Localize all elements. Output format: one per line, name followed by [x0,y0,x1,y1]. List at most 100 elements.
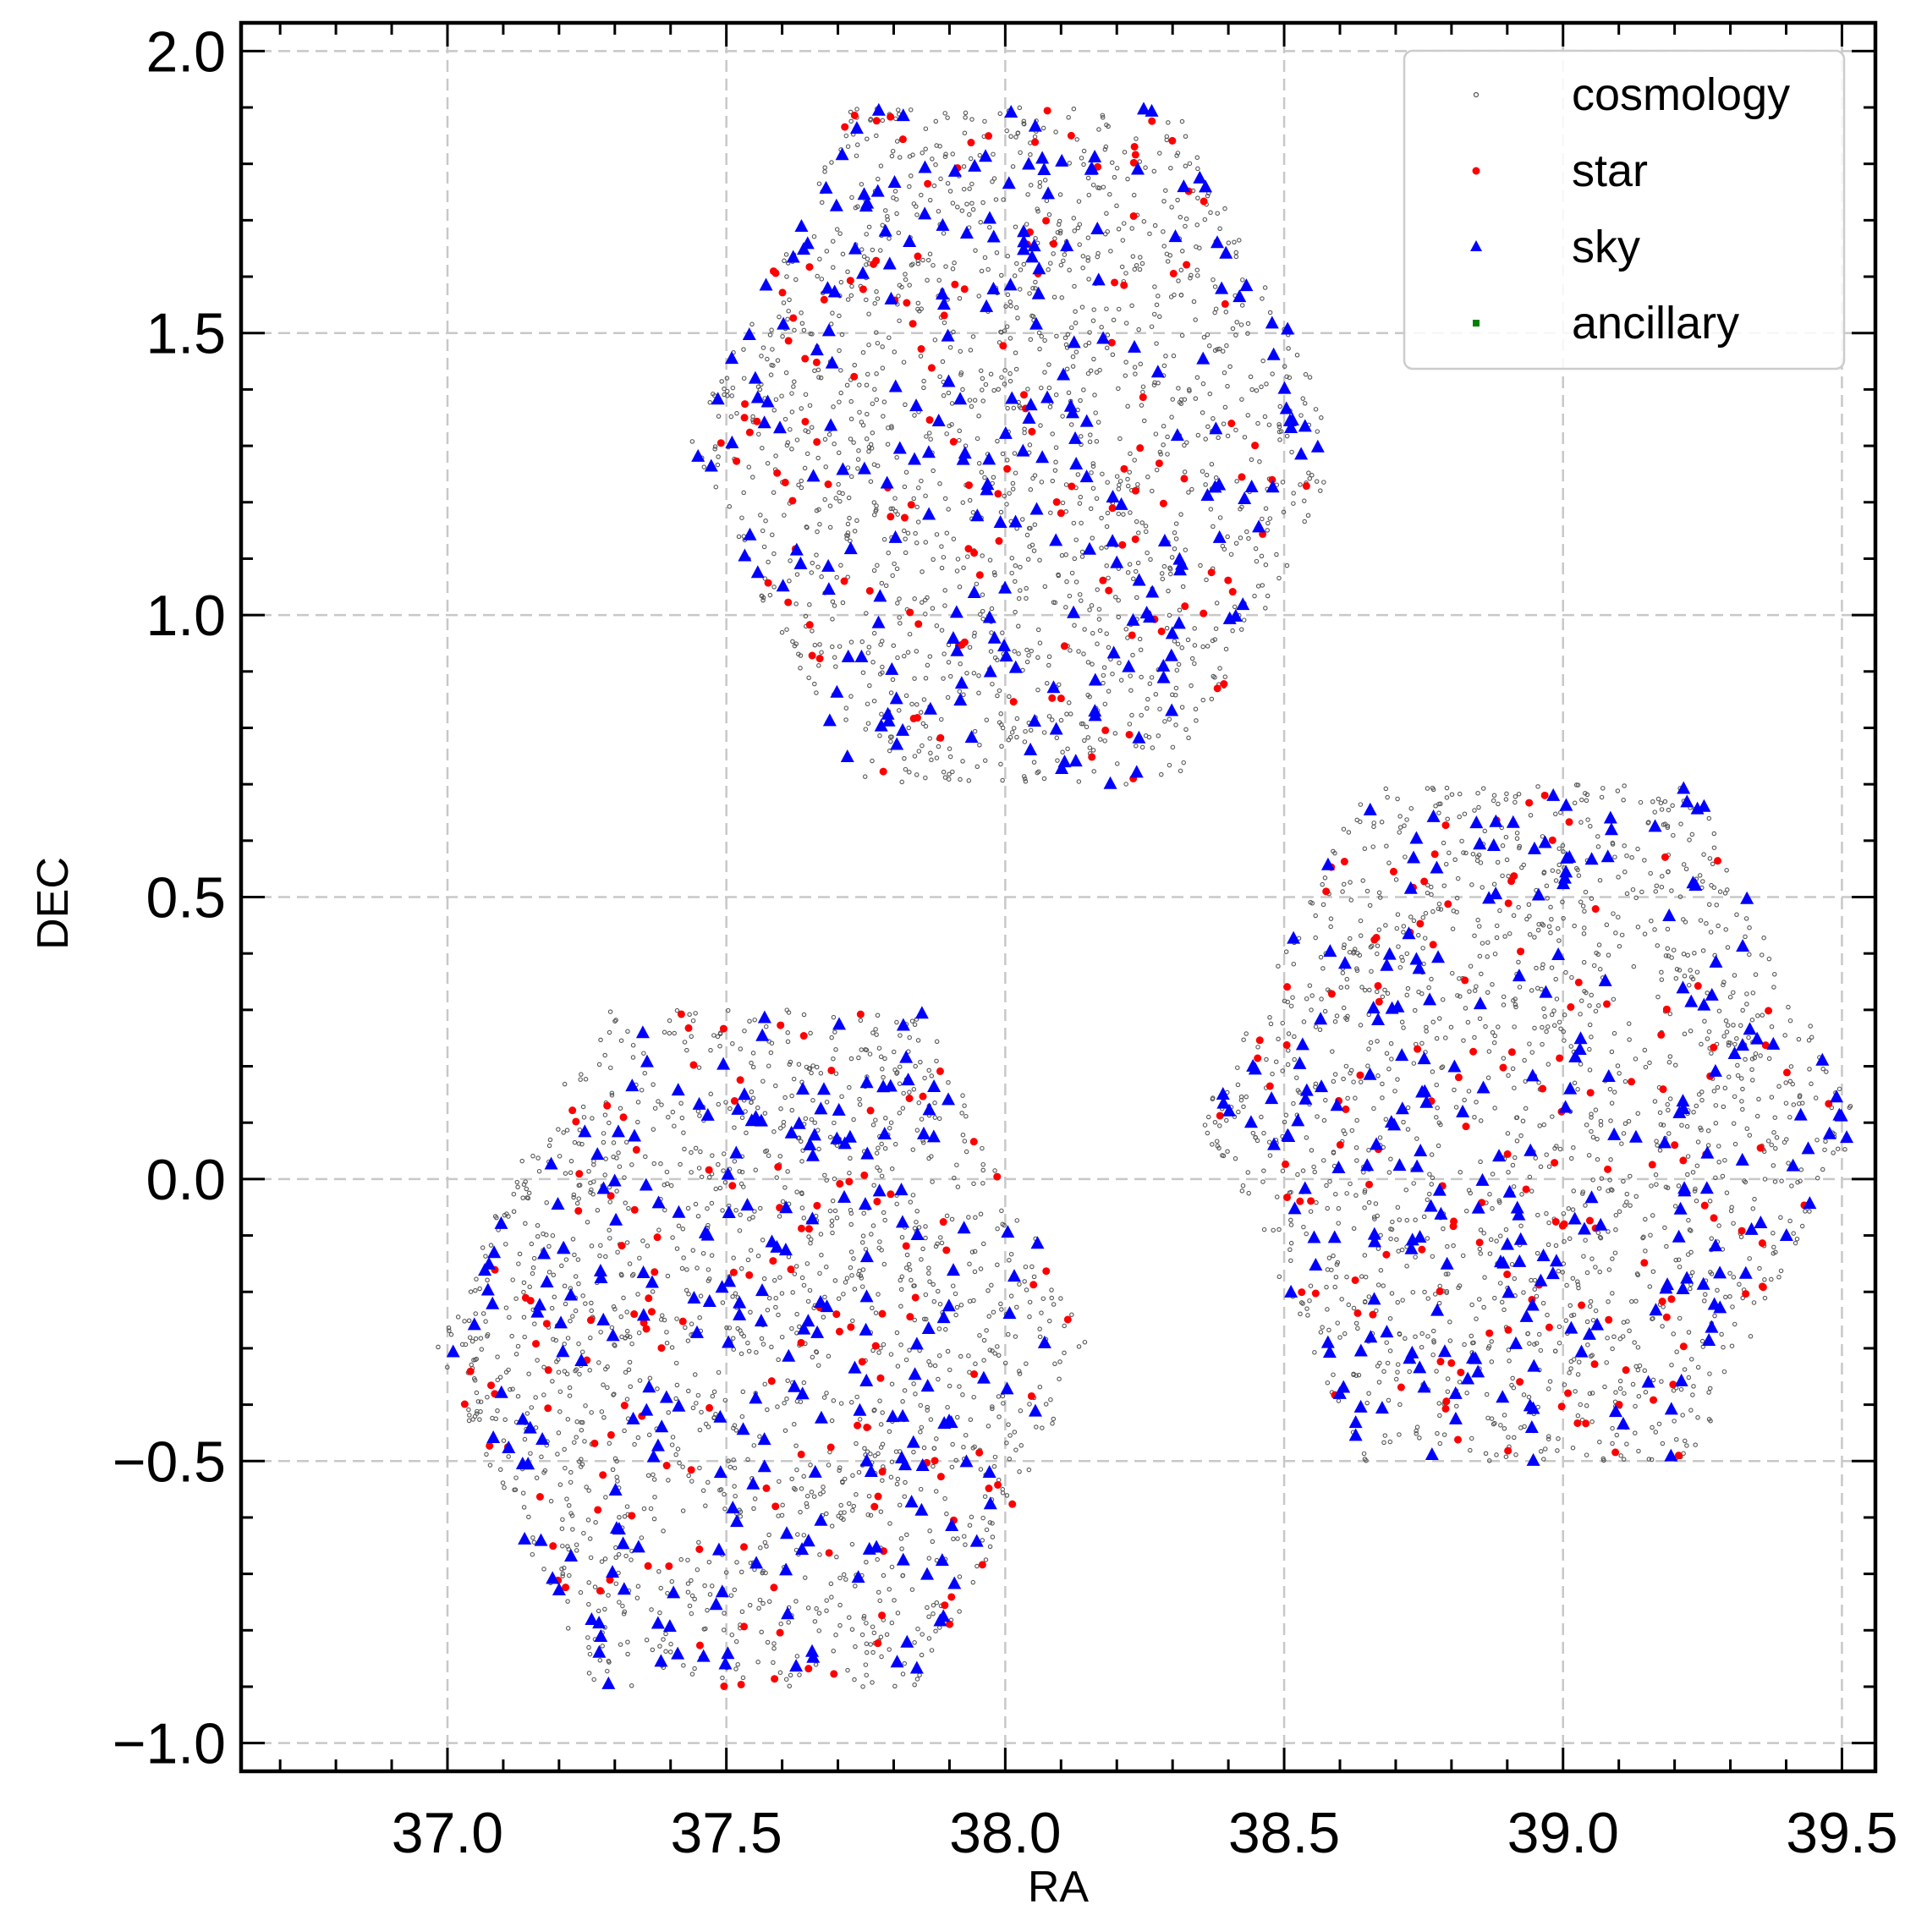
cosmology-point [1194,719,1198,722]
cosmology-point [1689,1250,1693,1254]
cosmology-point [1589,1304,1592,1308]
star-point [1028,428,1035,436]
cosmology-point [674,1397,678,1400]
cosmology-point [1155,303,1158,306]
star-point [778,288,786,296]
cosmology-point [961,1094,964,1097]
cosmology-point [1636,1368,1639,1371]
cosmology-point [1720,1332,1723,1336]
cosmology-point [945,1512,948,1515]
cosmology-point [1018,1470,1021,1474]
cosmology-point [608,1237,612,1240]
cosmology-point [1210,463,1213,466]
cosmology-point [1077,650,1080,653]
cosmology-point [1763,1278,1766,1282]
cosmology-point [602,1416,606,1419]
cosmology-point [811,1064,815,1068]
cosmology-point [1068,701,1071,705]
cosmology-point [829,1582,832,1585]
cosmology-point [802,328,805,332]
cosmology-point [1015,1219,1018,1222]
cosmology-point [1687,1331,1690,1334]
cosmology-point [1086,661,1090,664]
cosmology-point [949,674,953,678]
cosmology-point [935,1601,938,1605]
star-point [872,1342,880,1350]
cosmology-point [1278,404,1282,408]
cosmology-point [763,1540,766,1544]
star-point [918,345,925,353]
cosmology-point [1640,890,1644,893]
cosmology-point [1218,516,1222,519]
cosmology-point [1447,1377,1450,1380]
cosmology-point [1491,1172,1494,1176]
cosmology-point [905,1253,909,1256]
cosmology-point [1087,341,1090,344]
cosmology-point [652,1478,656,1481]
cosmology-point [1666,1108,1670,1111]
cosmology-point [508,1315,511,1319]
star-point [768,1377,776,1385]
cosmology-point [1293,1035,1296,1038]
star-point [651,1268,658,1276]
cosmology-point [826,1354,830,1358]
cosmology-point [850,1627,854,1631]
cosmology-point [1732,1024,1735,1027]
cosmology-point [1762,936,1765,940]
cosmology-point [1672,1419,1676,1423]
star-point [688,1466,695,1474]
cosmology-point [518,1252,521,1255]
cosmology-point [1831,1151,1835,1155]
cosmology-point [1454,1106,1458,1109]
cosmology-point [1234,541,1238,545]
cosmology-point [1001,1394,1004,1397]
cosmology-point [832,1649,835,1653]
cosmology-point [1708,903,1711,906]
cosmology-point [790,1326,793,1330]
cosmology-point [1463,1007,1467,1010]
cosmology-point [1570,1156,1573,1160]
cosmology-point [1528,914,1531,918]
cosmology-point [756,1106,760,1109]
cosmology-point [1205,332,1209,336]
cosmology-point [1089,507,1092,510]
cosmology-point [1084,725,1088,728]
cosmology-point [852,441,855,444]
cosmology-point [1585,1271,1589,1274]
cosmology-point [865,1642,868,1645]
cosmology-point [1293,1057,1296,1061]
cosmology-point [1083,628,1086,631]
cosmology-point [470,1340,474,1343]
cosmology-point [1487,1050,1491,1053]
cosmology-point [1502,1413,1506,1417]
cosmology-point [1355,1118,1359,1122]
cosmology-point [1214,307,1217,310]
star-point [1283,1194,1291,1201]
cosmology-point [1263,286,1266,289]
cosmology-point [1356,1326,1359,1330]
sky-point [1080,469,1094,482]
cosmology-point [1648,1061,1651,1064]
cosmology-point [872,631,876,634]
cosmology-point [1550,918,1553,921]
cosmology-point [1437,1301,1441,1304]
cosmology-point [902,360,905,364]
cosmology-point [689,1150,693,1154]
cosmology-point [841,601,844,604]
star-point [782,479,789,486]
cosmology-point [1580,798,1584,801]
cosmology-point [644,1155,647,1158]
cosmology-point [1596,845,1600,848]
cosmology-point [992,1464,996,1468]
star-point [1447,1359,1455,1367]
cosmology-point [1028,1402,1031,1406]
cosmology-point [1146,475,1150,479]
cosmology-point [825,1100,828,1104]
cosmology-point [1414,1218,1417,1221]
cosmology-point [1529,1278,1533,1282]
cosmology-point [1484,1024,1487,1028]
cosmology-point [507,1455,510,1458]
cosmology-point [1434,804,1437,808]
cosmology-point [835,575,838,579]
cosmology-point [1837,1087,1841,1090]
